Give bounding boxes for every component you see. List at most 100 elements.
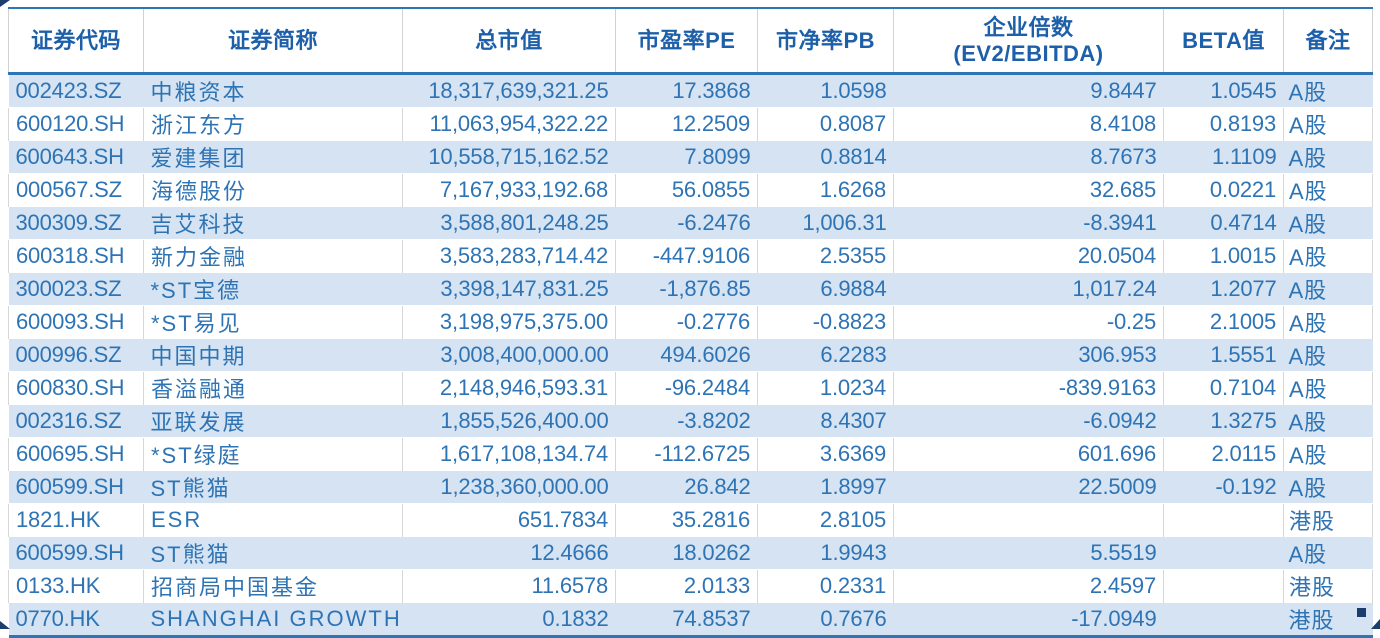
cell-name[interactable]: 新力金融: [143, 239, 403, 273]
cell-name[interactable]: 亚联发展: [143, 404, 403, 438]
cell-market_cap[interactable]: 10,558,715,162.52: [402, 140, 616, 174]
column-header-pe[interactable]: 市盈率PE: [615, 8, 758, 75]
cell-name[interactable]: 中粮资本: [143, 73, 403, 108]
cell-market_cap[interactable]: 651.7834: [402, 503, 616, 537]
cell-note[interactable]: A股: [1283, 371, 1373, 405]
cell-note[interactable]: A股: [1283, 404, 1373, 438]
cell-market_cap[interactable]: 2,148,946,593.31: [402, 371, 616, 405]
cell-pb[interactable]: 6.9884: [757, 272, 894, 306]
cell-name[interactable]: ST熊猫: [143, 470, 403, 504]
cell-pe[interactable]: -447.9106: [615, 239, 758, 273]
cell-pb[interactable]: 3.6369: [757, 437, 894, 471]
column-header-pb[interactable]: 市净率PB: [757, 8, 894, 75]
cell-ev_ebitda[interactable]: -8.3941: [893, 206, 1164, 240]
cell-code[interactable]: 002423.SZ: [8, 73, 144, 108]
cell-beta[interactable]: 0.4714: [1163, 206, 1284, 240]
cell-pb[interactable]: 1.8997: [757, 470, 894, 504]
cell-ev_ebitda[interactable]: 2.4597: [893, 569, 1164, 603]
cell-beta[interactable]: 0.8193: [1163, 107, 1284, 141]
cell-market_cap[interactable]: 3,198,975,375.00: [402, 305, 616, 339]
cell-pe[interactable]: 18.0262: [615, 536, 758, 570]
cell-name[interactable]: ST熊猫: [143, 536, 403, 570]
column-header-market_cap[interactable]: 总市值: [402, 8, 616, 75]
cell-ev_ebitda[interactable]: 20.0504: [893, 239, 1164, 273]
cell-code[interactable]: 000567.SZ: [8, 173, 144, 207]
cell-name[interactable]: 中国中期: [143, 338, 403, 372]
cell-code[interactable]: 600120.SH: [8, 107, 144, 141]
cell-pb[interactable]: 6.2283: [757, 338, 894, 372]
cell-beta[interactable]: 2.1005: [1163, 305, 1284, 339]
cell-market_cap[interactable]: 0.1832: [402, 602, 616, 638]
cell-code[interactable]: 600830.SH: [8, 371, 144, 405]
cell-pb[interactable]: -0.8823: [757, 305, 894, 339]
cell-note[interactable]: A股: [1283, 272, 1373, 306]
cell-ev_ebitda[interactable]: [893, 503, 1164, 537]
cell-name[interactable]: ESR: [143, 503, 403, 537]
cell-pb[interactable]: 8.4307: [757, 404, 894, 438]
cell-market_cap[interactable]: 3,008,400,000.00: [402, 338, 616, 372]
cell-ev_ebitda[interactable]: 22.5009: [893, 470, 1164, 504]
cell-pb[interactable]: 0.8814: [757, 140, 894, 174]
cell-pb[interactable]: 0.7676: [757, 602, 894, 638]
cell-pe[interactable]: -3.8202: [615, 404, 758, 438]
cell-note[interactable]: A股: [1283, 206, 1373, 240]
cell-pb[interactable]: 2.5355: [757, 239, 894, 273]
cell-code[interactable]: 300023.SZ: [8, 272, 144, 306]
cell-ev_ebitda[interactable]: 8.4108: [893, 107, 1164, 141]
cell-code[interactable]: 0133.HK: [8, 569, 144, 603]
cell-name[interactable]: SHANGHAI GROWTH: [143, 602, 403, 638]
cell-pb[interactable]: 1,006.31: [757, 206, 894, 240]
cell-pe[interactable]: -96.2484: [615, 371, 758, 405]
cell-market_cap[interactable]: 11,063,954,322.22: [402, 107, 616, 141]
cell-code[interactable]: 600093.SH: [8, 305, 144, 339]
cell-pe[interactable]: 12.2509: [615, 107, 758, 141]
cell-beta[interactable]: 0.0221: [1163, 173, 1284, 207]
cell-ev_ebitda[interactable]: 9.8447: [893, 73, 1164, 108]
cell-ev_ebitda[interactable]: -6.0942: [893, 404, 1164, 438]
cell-beta[interactable]: 1.0015: [1163, 239, 1284, 273]
cell-name[interactable]: *ST宝德: [143, 272, 403, 306]
cell-beta[interactable]: [1163, 602, 1284, 638]
cell-beta[interactable]: 1.5551: [1163, 338, 1284, 372]
cell-beta[interactable]: 1.1109: [1163, 140, 1284, 174]
column-header-ev_ebitda[interactable]: 企业倍数 (EV2/EBITDA): [893, 8, 1164, 75]
cell-note[interactable]: 港股: [1283, 569, 1373, 603]
cell-code[interactable]: 600599.SH: [8, 470, 144, 504]
cell-pe[interactable]: 74.8537: [615, 602, 758, 638]
cell-pe[interactable]: -1,876.85: [615, 272, 758, 306]
cell-name[interactable]: *ST绿庭: [143, 437, 403, 471]
cell-pe[interactable]: 35.2816: [615, 503, 758, 537]
cell-ev_ebitda[interactable]: -0.25: [893, 305, 1164, 339]
column-header-note[interactable]: 备注: [1283, 8, 1373, 75]
cell-note[interactable]: A股: [1283, 239, 1373, 273]
cell-ev_ebitda[interactable]: 306.953: [893, 338, 1164, 372]
cell-pe[interactable]: -112.6725: [615, 437, 758, 471]
cell-code[interactable]: 002316.SZ: [8, 404, 144, 438]
cell-note[interactable]: A股: [1283, 107, 1373, 141]
cell-name[interactable]: 浙江东方: [143, 107, 403, 141]
cell-beta[interactable]: [1163, 536, 1284, 570]
cell-pb[interactable]: 0.8087: [757, 107, 894, 141]
cell-pb[interactable]: 1.0598: [757, 73, 894, 108]
cell-ev_ebitda[interactable]: 8.7673: [893, 140, 1164, 174]
column-header-code[interactable]: 证券代码: [8, 8, 144, 75]
cell-market_cap[interactable]: 1,855,526,400.00: [402, 404, 616, 438]
cell-note[interactable]: A股: [1283, 73, 1373, 108]
cell-ev_ebitda[interactable]: -17.0949: [893, 602, 1164, 638]
cell-beta[interactable]: 0.7104: [1163, 371, 1284, 405]
cell-ev_ebitda[interactable]: 5.5519: [893, 536, 1164, 570]
cell-pe[interactable]: 494.6026: [615, 338, 758, 372]
cell-note[interactable]: 港股: [1283, 503, 1373, 537]
cell-market_cap[interactable]: 3,588,801,248.25: [402, 206, 616, 240]
cell-pe[interactable]: 26.842: [615, 470, 758, 504]
cell-pe[interactable]: 7.8099: [615, 140, 758, 174]
cell-ev_ebitda[interactable]: -839.9163: [893, 371, 1164, 405]
cell-note[interactable]: A股: [1283, 536, 1373, 570]
cell-pe[interactable]: 17.3868: [615, 73, 758, 108]
cell-ev_ebitda[interactable]: 1,017.24: [893, 272, 1164, 306]
cell-name[interactable]: 招商局中国基金: [143, 569, 403, 603]
cell-beta[interactable]: [1163, 503, 1284, 537]
cell-code[interactable]: 0770.HK: [8, 602, 144, 638]
cell-market_cap[interactable]: 3,583,283,714.42: [402, 239, 616, 273]
column-header-name[interactable]: 证券简称: [143, 8, 403, 75]
